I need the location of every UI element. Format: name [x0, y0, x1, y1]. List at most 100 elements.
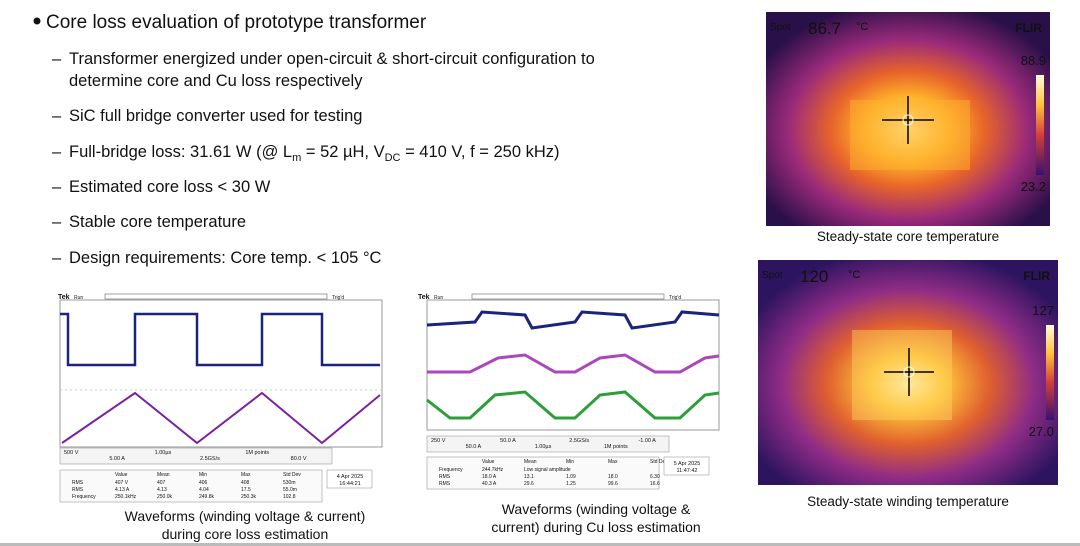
slide-heading: Core loss evaluation of prototype transf… — [46, 12, 427, 33]
caption: Steady-state winding temperature — [807, 494, 1009, 509]
caption: Waveforms (winding voltage & current) — [125, 508, 366, 524]
caption: Waveforms (winding voltage & — [502, 501, 691, 517]
meas-cell: 17.5 — [241, 487, 251, 493]
scope-date: 5 Apr 2025 — [674, 461, 701, 467]
scope-setting: 250 V — [431, 438, 446, 444]
date-box — [663, 456, 710, 476]
dash: – — [52, 213, 62, 231]
scope-status: Run — [434, 295, 443, 301]
bullet-text: determine core and Cu loss respectively — [69, 72, 363, 90]
meas-cell: 1.09 — [566, 474, 576, 480]
meas-cell: RMS — [72, 487, 84, 493]
text-part: Full-bridge loss: 31.61 W (@ L — [69, 143, 292, 161]
scope-setting: 80.0 V — [291, 456, 307, 462]
scope-setting: 1M points — [245, 450, 269, 456]
meas-cell: 40.3 A — [482, 481, 497, 487]
meas-cell: 406 — [199, 480, 208, 486]
bullet-text: Transformer energized under open-circuit… — [69, 50, 595, 68]
scope-date: 4 Apr 2025 — [337, 474, 364, 480]
meas-cell: 29.6 — [524, 481, 534, 487]
scope-screen — [59, 299, 383, 448]
dash: – — [52, 249, 62, 267]
caption: Steady-state core temperature — [817, 229, 999, 244]
scope-trigger: Trig'd — [332, 295, 344, 301]
brand: FLIR — [1023, 269, 1050, 283]
trigger-bar — [104, 293, 328, 300]
scope-setting: 1M points — [604, 444, 628, 450]
meas-cell: 250.3k — [241, 494, 257, 500]
meas-cell: 102.8 — [283, 494, 296, 500]
spot-label: Spot — [762, 270, 783, 281]
settings-box — [426, 435, 670, 453]
scope-status: Run — [74, 295, 83, 301]
scale-max: 127 — [1032, 303, 1054, 318]
scope-setting: 5.00 A — [109, 456, 125, 462]
dash: – — [52, 143, 62, 161]
meas-cell: RMS — [439, 481, 451, 487]
scope-time: 16:44:21 — [339, 481, 360, 487]
meas-header: Mean — [157, 472, 170, 478]
text-part: = 410 V, f = 250 kHz) — [401, 143, 560, 161]
meas-cell: RMS — [72, 480, 84, 486]
meas-header: Min — [199, 472, 207, 478]
scope-time: 11:47:42 — [676, 468, 697, 474]
meas-header: Value — [115, 472, 128, 478]
scope-setting: 500 V — [64, 450, 79, 456]
meas-cell: Frequency — [439, 467, 463, 473]
meas-header: Mean — [524, 459, 537, 465]
bullet-text: SiC full bridge converter used for testi… — [69, 107, 362, 125]
scope-brand: Tek — [58, 294, 70, 301]
meas-header: Max — [241, 472, 251, 478]
meas-box — [426, 456, 660, 490]
thermal-image — [758, 260, 1058, 485]
meas-box — [59, 469, 323, 503]
spot-unit: °C — [856, 21, 868, 33]
bottom-rule — [0, 543, 1080, 546]
meas-header: Std Dev — [650, 459, 668, 465]
scope-setting: 1.00µs — [155, 450, 172, 456]
text-part: = 52 µH, V — [301, 143, 384, 161]
trigger-bar — [471, 293, 665, 300]
spot-value: 86.7 — [808, 19, 841, 38]
bullet-text: Design requirements: Core temp. < 105 °C — [69, 249, 382, 267]
meas-cell: 244.7kHz — [482, 467, 504, 473]
meas-header: Std Dev — [283, 472, 301, 478]
meas-cell: 407 — [157, 480, 166, 486]
subscript: DC — [385, 152, 401, 164]
scale-min: 27.0 — [1029, 424, 1054, 439]
meas-cell: 250.1kHz — [115, 494, 137, 500]
meas-cell: 249.8k — [199, 494, 215, 500]
meas-cell: 4.13 A — [115, 487, 130, 493]
scope-trigger: Trig'd — [669, 295, 681, 301]
meas-cell: 16.6 — [650, 481, 660, 487]
meas-cell: 4.04 — [199, 487, 209, 493]
meas-cell: 13.1 — [524, 474, 534, 480]
bullet-text: Stable core temperature — [69, 213, 246, 231]
brand: FLIR — [1015, 21, 1042, 35]
caption: current) during Cu loss estimation — [491, 519, 700, 535]
scope-setting: 2.5GS/s — [569, 438, 589, 444]
meas-cell: 408 — [241, 480, 250, 486]
meas-header: Min — [566, 459, 574, 465]
meas-header: Max — [608, 459, 618, 465]
scale-min: 23.2 — [1021, 179, 1046, 194]
spot-label: Spot — [770, 22, 791, 33]
scope-setting: 1.00µs — [535, 444, 552, 450]
scope-screen — [426, 299, 720, 431]
bullet-text: Full-bridge loss: 31.61 W (@ Lm = 52 µH,… — [69, 143, 560, 164]
meas-cell: 407 V — [115, 480, 129, 486]
bullet-dot — [33, 17, 41, 25]
meas-cell: 18.0 — [608, 474, 618, 480]
dash: – — [52, 178, 62, 196]
meas-cell: Low signal amplitude — [524, 467, 571, 473]
settings-box — [59, 447, 333, 465]
meas-cell: 55.0m — [283, 487, 297, 493]
meas-cell: 6.30 — [650, 474, 660, 480]
scale-max: 88.9 — [1021, 53, 1046, 68]
bullet-text: Estimated core loss < 30 W — [69, 178, 271, 196]
meas-header: Value — [482, 459, 495, 465]
meas-cell: 250.0k — [157, 494, 173, 500]
meas-cell: RMS — [439, 474, 451, 480]
meas-cell: 99.6 — [608, 481, 618, 487]
